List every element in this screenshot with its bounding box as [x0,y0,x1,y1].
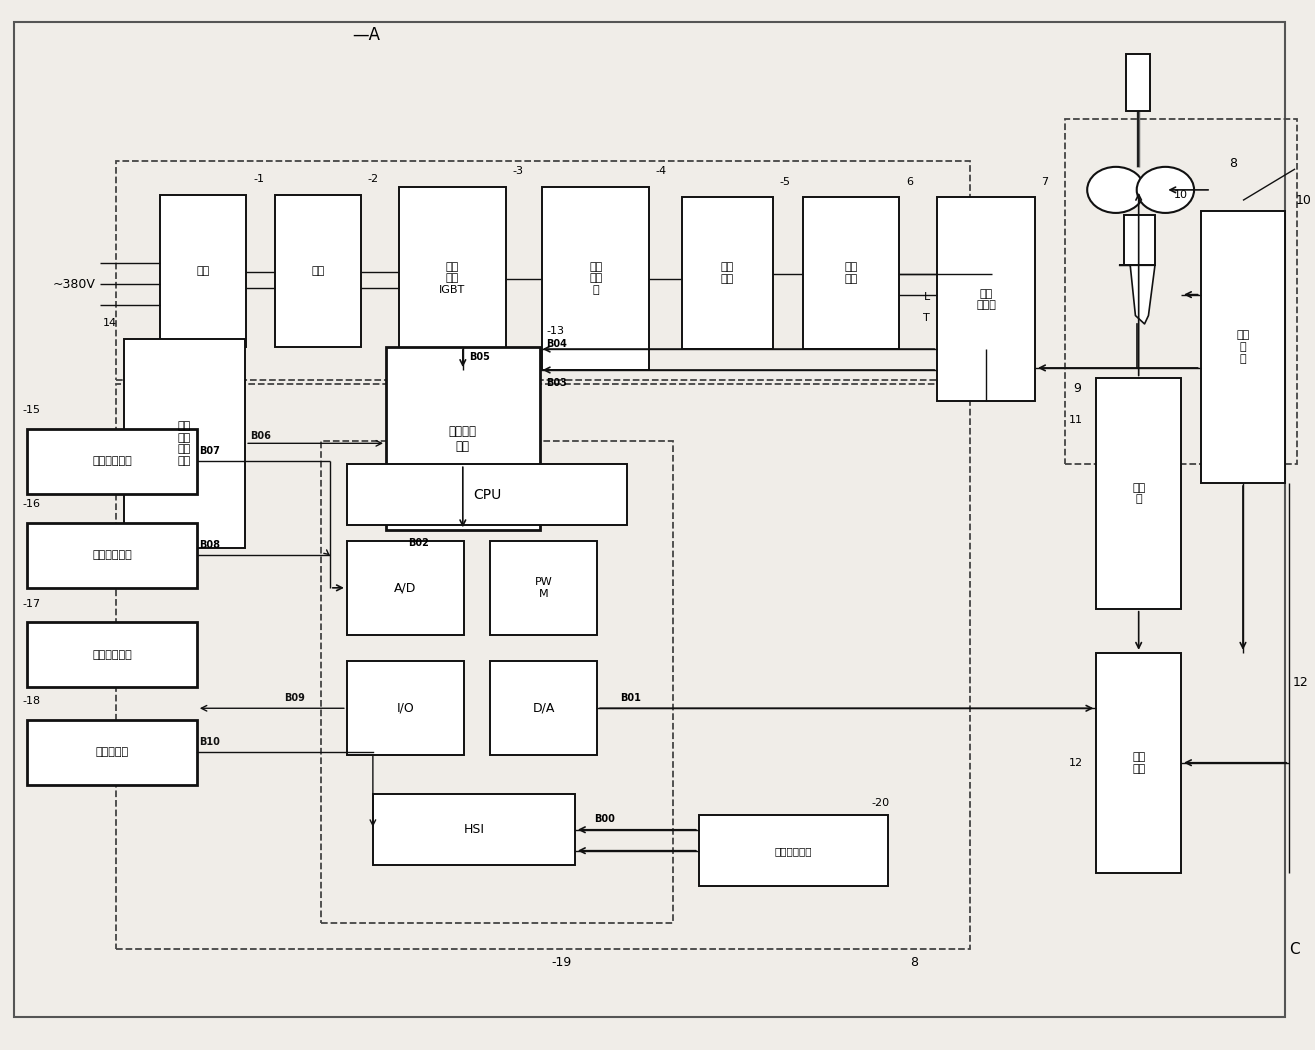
Text: I/O: I/O [397,701,414,715]
Text: PW
M: PW M [535,578,552,598]
Bar [1124,215,1155,266]
Text: 显示系统电路: 显示系统电路 [92,650,132,659]
Bar [1097,378,1181,609]
Bar [275,195,362,346]
Text: 10: 10 [1173,190,1187,201]
Bar [542,187,650,370]
Text: 中频
变压
器: 中频 变压 器 [589,261,602,295]
Text: -19: -19 [552,957,572,969]
Text: C: C [1289,942,1299,957]
Text: B03: B03 [546,378,567,387]
Text: 12: 12 [1069,758,1084,768]
Bar [803,197,899,349]
Circle shape [1088,167,1144,213]
Text: B05: B05 [469,353,490,362]
Bar [160,195,246,346]
Bar [347,541,464,635]
Text: ~380V: ~380V [53,277,95,291]
Bar [1126,54,1149,111]
Text: -5: -5 [780,176,790,187]
Bar [28,428,197,494]
Text: A/D: A/D [394,582,417,594]
Text: 滤波: 滤波 [312,266,325,276]
Bar [28,720,197,784]
Text: B07: B07 [200,445,221,456]
Bar [1065,119,1297,464]
Text: B06: B06 [250,430,271,441]
Text: L: L [923,292,930,301]
Bar [490,541,597,635]
Text: B00: B00 [594,814,615,824]
Text: 进丝
机: 进丝 机 [1132,483,1145,504]
Text: 14: 14 [104,318,117,328]
Text: B02: B02 [408,538,429,548]
Text: 整流: 整流 [197,266,210,276]
Bar [28,623,197,688]
Text: CPU: CPU [473,487,501,502]
Text: 8: 8 [910,957,918,969]
Text: 过流
过温
欠压
保护: 过流 过温 欠压 保护 [178,421,191,466]
Text: 测量
反
馈: 测量 反 馈 [1236,331,1249,363]
Text: 10: 10 [1295,194,1311,207]
Text: 焉丝盘选择: 焉丝盘选择 [96,748,129,757]
Text: T: T [923,313,930,322]
Polygon shape [1120,266,1155,324]
Text: -15: -15 [22,405,41,415]
Text: D/A: D/A [533,701,555,715]
Text: 频率采集电路: 频率采集电路 [775,845,811,856]
Bar [681,197,773,349]
Bar [1201,211,1285,483]
Text: -3: -3 [513,166,523,176]
Bar [373,794,575,865]
Text: 7: 7 [1041,176,1048,187]
Bar [116,161,970,380]
Text: -17: -17 [22,598,41,609]
Text: 6: 6 [906,176,913,187]
Text: -20: -20 [872,798,889,807]
Text: B01: B01 [621,693,642,702]
Bar [490,662,597,755]
Text: 12: 12 [1293,675,1308,689]
Bar [347,662,464,755]
Text: 控制驱动
电路: 控制驱动 电路 [448,424,477,453]
Text: -2: -2 [368,174,379,185]
Text: 8: 8 [1230,158,1237,170]
Bar [124,338,245,548]
Text: B09: B09 [284,693,305,702]
Text: -18: -18 [22,696,41,706]
Text: 次级
整流: 次级 整流 [721,262,734,284]
Bar [385,346,539,530]
Text: B10: B10 [200,737,221,747]
Text: 11: 11 [1069,416,1084,425]
Bar [116,383,970,949]
Text: -13: -13 [546,327,564,336]
Text: -16: -16 [22,499,41,509]
Text: 功率
开关
IGBT: 功率 开关 IGBT [439,261,466,295]
Text: HSI: HSI [463,823,484,836]
Text: -1: -1 [252,174,264,185]
Text: B08: B08 [200,540,221,550]
Text: -4: -4 [656,166,667,176]
Text: B04: B04 [546,339,567,349]
Bar [1097,653,1181,873]
Bar [398,187,506,370]
Bar [347,464,627,525]
Bar [938,197,1035,401]
Text: 进丝速度给定: 进丝速度给定 [92,456,132,466]
Bar [321,441,673,923]
Text: 霄尔
传感器: 霄尔 传感器 [976,289,995,310]
Bar [28,523,197,588]
Text: 9: 9 [1073,382,1081,396]
Circle shape [1136,167,1194,213]
Text: 进丝
控制: 进丝 控制 [1132,752,1145,774]
Text: 电弧电压给定: 电弧电压给定 [92,550,132,561]
Text: —A: —A [352,26,380,44]
Bar [698,815,888,886]
Text: 滤波
电路: 滤波 电路 [844,262,857,284]
